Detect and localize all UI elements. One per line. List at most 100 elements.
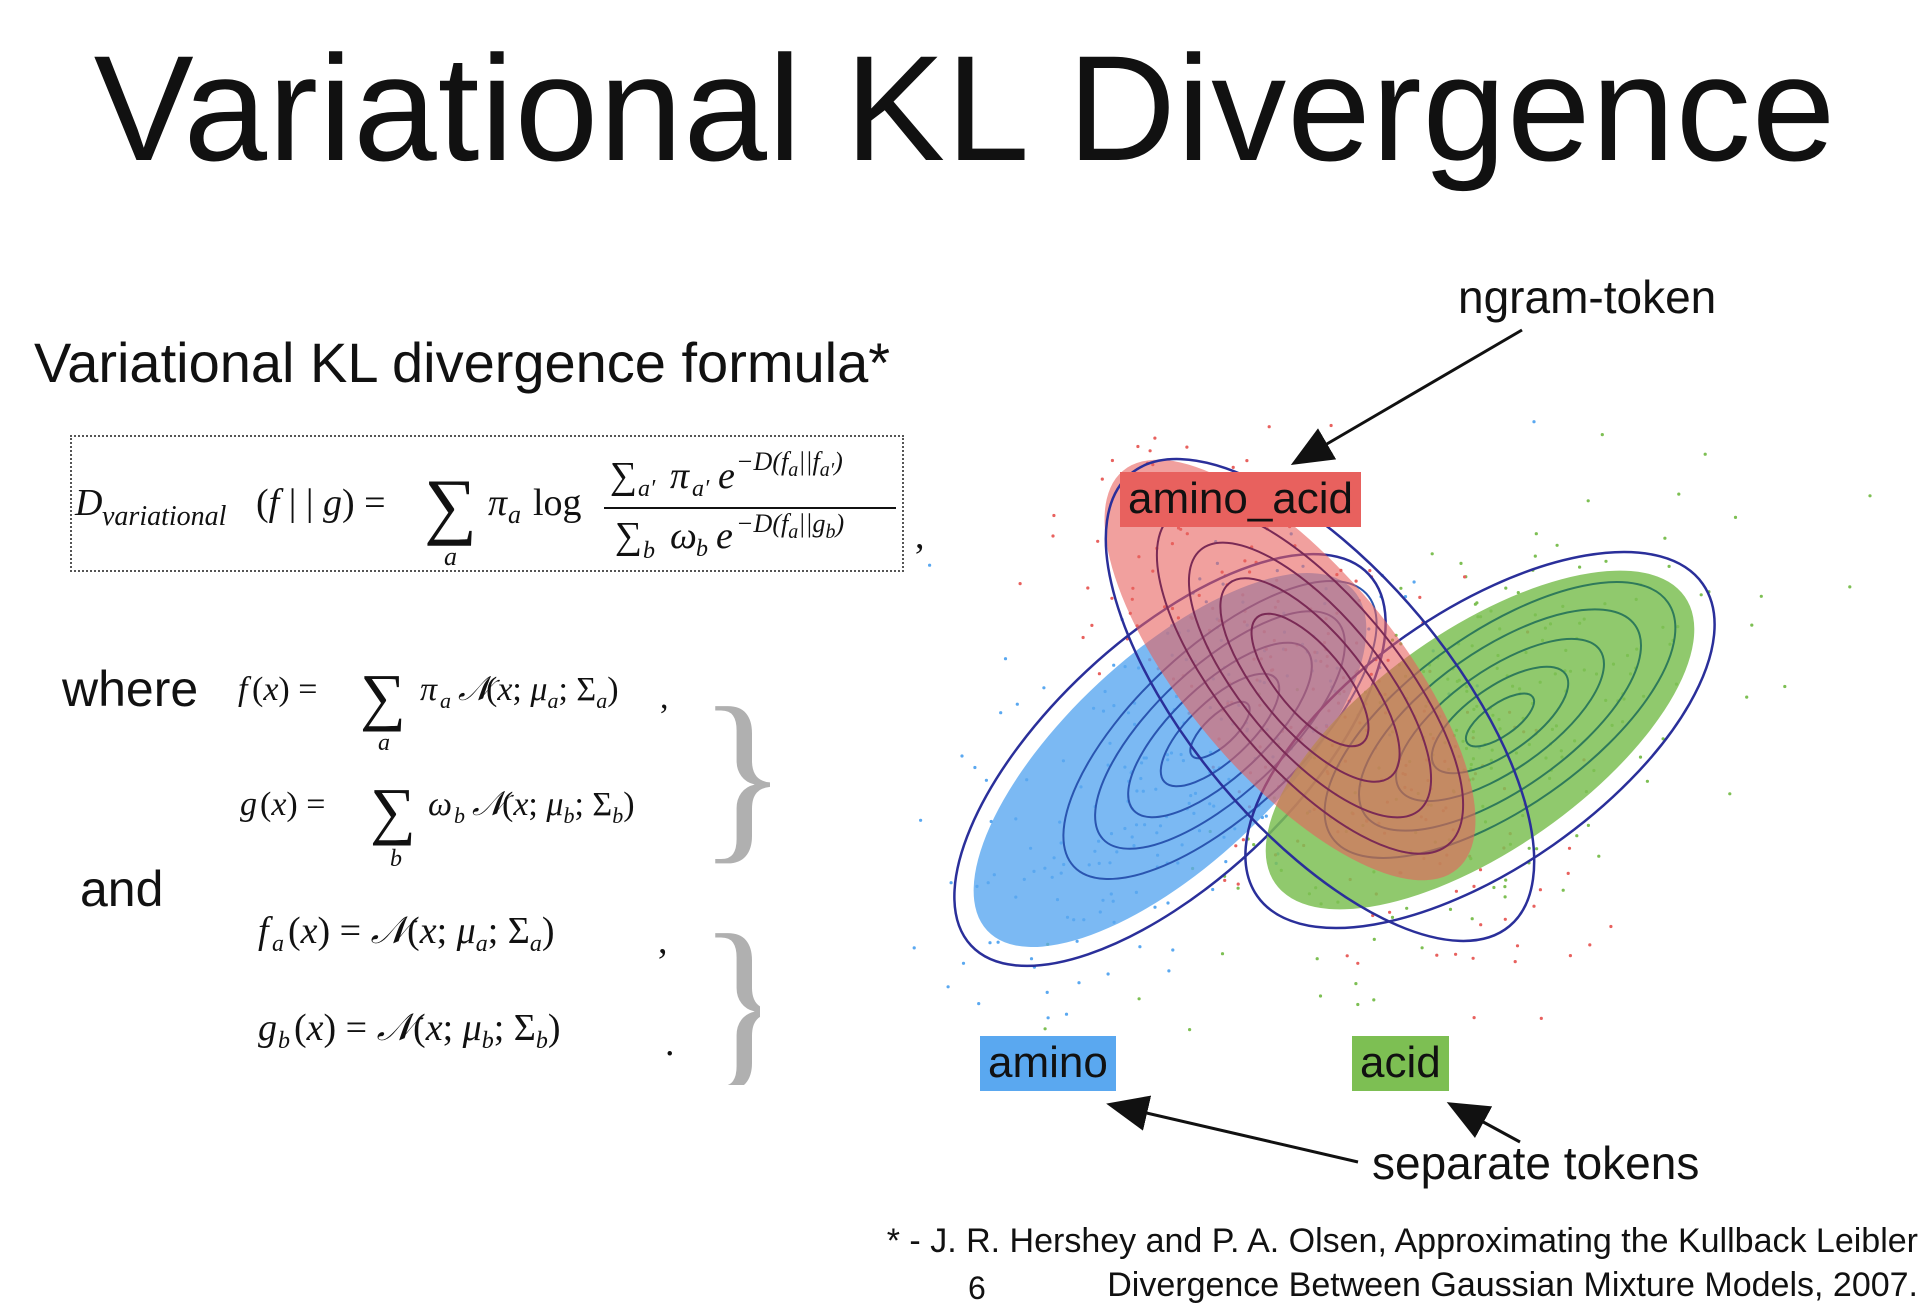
svg-text:(f | | g) =: (f | | g) = <box>256 482 386 524</box>
scatter-point <box>1399 586 1403 590</box>
scatter-point <box>1677 492 1681 496</box>
scatter-point <box>1390 915 1395 919</box>
scatter-point <box>1504 878 1508 882</box>
scatter-point <box>1315 957 1319 961</box>
scatter-point <box>912 946 916 950</box>
scatter-point <box>1171 948 1175 952</box>
scatter-point <box>1418 595 1422 599</box>
scatter-point <box>1448 907 1453 911</box>
scatter-point <box>1167 969 1171 973</box>
scatter-point <box>928 563 932 567</box>
scatter-point <box>1224 860 1228 864</box>
scatter-point <box>1153 436 1157 440</box>
scatter-point <box>1267 425 1271 429</box>
scatter-point <box>1403 595 1408 599</box>
separate-tokens-annotation: separate tokens <box>1372 1137 1700 1189</box>
scatter-point <box>1166 901 1170 905</box>
scatter-point <box>1077 981 1081 985</box>
scatter-point <box>1015 702 1019 706</box>
scatter-point <box>1561 888 1565 892</box>
scatter-point <box>1223 878 1227 882</box>
scatter-point <box>996 940 1000 944</box>
svg-text:a′: a′ <box>692 476 710 502</box>
scatter-point <box>1699 593 1703 597</box>
scatter-point <box>1096 539 1100 543</box>
scatter-point <box>1568 954 1572 958</box>
scatter-point <box>1106 972 1110 976</box>
scatter-point <box>1504 586 1508 590</box>
amino-label: amino <box>980 1036 1116 1091</box>
scatter-point <box>1042 686 1046 690</box>
footnote-line-2: Divergence Between Gaussian Mixture Mode… <box>1107 1266 1918 1304</box>
svg-text:,: , <box>660 679 669 716</box>
acid-contour-outline <box>1244 550 1716 930</box>
svg-text:ω: ω <box>428 786 452 823</box>
svg-text:a: a <box>440 688 451 713</box>
scatter-point <box>1868 494 1872 498</box>
scatter-point <box>1454 952 1458 956</box>
scatter-point <box>961 961 966 965</box>
scatter-point <box>1538 888 1542 892</box>
scatter-point <box>1097 672 1101 676</box>
scatter-point <box>999 711 1003 715</box>
scatter-point <box>1043 1027 1047 1031</box>
scatter-point <box>1492 885 1496 890</box>
scatter-point <box>1137 997 1141 1001</box>
scatter-point <box>1575 834 1579 838</box>
scatter-point <box>1532 420 1536 424</box>
scatter-point <box>1604 559 1608 563</box>
svg-text:(x) = 𝒩(x; μb; Σb): (x) = 𝒩(x; μb; Σb) <box>294 1007 561 1054</box>
svg-text:π: π <box>488 482 508 524</box>
scatter-point <box>1412 580 1416 584</box>
variational-formula-box <box>70 435 904 572</box>
scatter-point <box>1566 871 1570 875</box>
svg-text:∑: ∑ <box>615 515 642 557</box>
formula-heading: Variational KL divergence formula* <box>34 331 891 394</box>
scatter-point <box>977 1002 981 1006</box>
ngram-token-annotation: ngram-token <box>1458 271 1717 323</box>
scatter-point <box>1252 843 1256 847</box>
scatter-point <box>1586 823 1590 827</box>
ngram-token-arrow <box>1290 328 1523 466</box>
svg-text:D: D <box>74 482 102 524</box>
svg-text:e: e <box>716 515 733 557</box>
scatter-point <box>1018 582 1022 586</box>
scatter-point <box>1153 905 1157 909</box>
scatter-point <box>1503 917 1507 921</box>
scatter-point <box>1516 591 1520 595</box>
scatter-point <box>1356 961 1360 965</box>
svg-text:e: e <box>718 455 735 497</box>
scatter-point <box>1588 943 1592 947</box>
scatter-point <box>1354 982 1358 986</box>
scatter-point <box>1234 844 1238 848</box>
scatter-point <box>1533 554 1537 558</box>
scatter-point <box>1368 569 1372 573</box>
amino-arrow <box>1106 1095 1359 1164</box>
scatter-point <box>960 754 964 758</box>
scatter-point <box>1479 923 1483 927</box>
scatter-point <box>1045 990 1049 995</box>
scatter-point <box>1503 885 1507 889</box>
scatter-point <box>1051 534 1055 538</box>
scatter-point <box>1236 882 1240 886</box>
where-label: where <box>62 661 199 717</box>
scatter-point <box>1148 449 1152 453</box>
scatter-point <box>1728 792 1732 796</box>
footnote-line-1: * - J. R. Hershey and P. A. Olsen, Appro… <box>886 1222 1918 1260</box>
scatter-point <box>1759 594 1763 598</box>
scatter-point <box>1110 458 1114 463</box>
and-label: and <box>80 861 164 917</box>
svg-text:,: , <box>658 920 668 962</box>
scatter-point <box>1586 499 1590 503</box>
scatter-point <box>1245 459 1249 463</box>
scatter-point <box>1667 564 1671 568</box>
scatter-point <box>1783 684 1787 689</box>
amino-acid-density-region <box>1104 459 1476 881</box>
scatter-point <box>1100 477 1104 481</box>
scatter-point <box>1745 695 1749 699</box>
scatter-point <box>1110 596 1114 600</box>
scatter-point <box>1405 906 1409 910</box>
scatter-point <box>1463 575 1467 579</box>
svg-text:b: b <box>390 846 402 872</box>
svg-text:π: π <box>420 671 438 708</box>
